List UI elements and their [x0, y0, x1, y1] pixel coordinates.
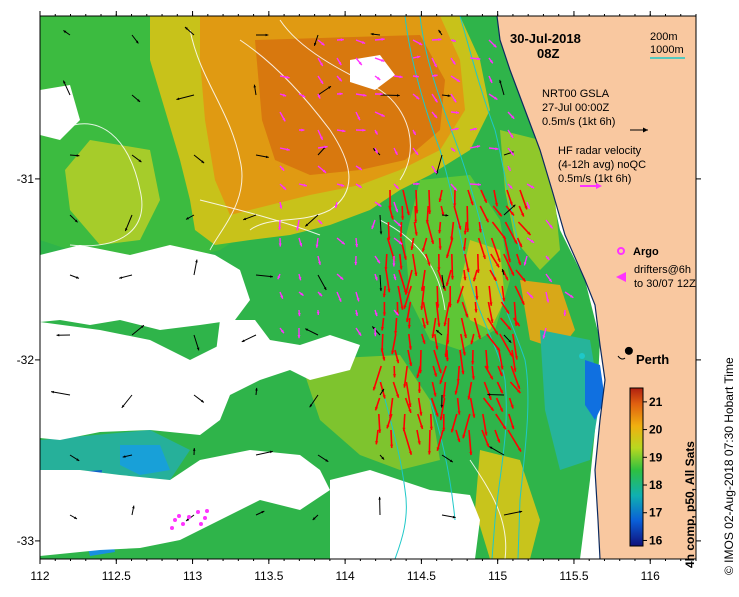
- colorbar-tick-label: 21: [649, 395, 663, 409]
- x-tick-label: 115.5: [559, 569, 588, 583]
- radar-vector: [452, 254, 453, 279]
- gsla-scale: 0.5m/s (1kt 6h): [542, 116, 615, 128]
- drifters-legend-line2: to 30/07 12Z: [634, 278, 696, 290]
- radar-vector: [416, 190, 417, 213]
- y-tick-label: -31: [17, 172, 35, 186]
- colorbar-tick-label: 20: [649, 423, 663, 437]
- drifters-legend-line1: drifters@6h: [634, 264, 691, 276]
- radar-vector: [420, 350, 421, 373]
- x-tick-label: 113.5: [254, 569, 283, 583]
- depth-legend-200m: 200m: [650, 31, 678, 43]
- perth-marker: [625, 347, 633, 355]
- colorbar: [630, 388, 643, 546]
- x-tick-label: 114: [336, 569, 355, 583]
- y-tick-label: -32: [17, 353, 35, 367]
- x-tick-label: 113: [183, 569, 202, 583]
- map-title-date: 30-Jul-2018: [510, 31, 581, 46]
- x-tick-label: 114.5: [407, 569, 436, 583]
- colorbar-tick-label: 17: [649, 506, 663, 520]
- colorbar-tick-label: 18: [649, 478, 663, 492]
- hf-radar-scale: 0.5m/s (1kt 6h): [558, 173, 631, 185]
- radar-vector: [429, 430, 430, 454]
- x-tick-label: 116: [641, 569, 660, 583]
- colorbar-tick-label: 16: [649, 533, 663, 547]
- map-title-time: 08Z: [537, 46, 559, 61]
- gsla-date: 27-Jul 00:00Z: [542, 102, 610, 114]
- hf-radar-subtitle: (4-12h avg) noQC: [558, 159, 646, 171]
- x-tick-label: 115: [488, 569, 507, 583]
- argo-legend-label: Argo: [633, 246, 659, 258]
- perth-label: Perth: [636, 352, 669, 367]
- colorbar-tick-label: 19: [649, 450, 663, 464]
- hf-radar-title: HF radar velocity: [558, 145, 642, 157]
- radar-vector: [429, 190, 430, 214]
- x-tick-label: 112.5: [102, 569, 131, 583]
- credit-line: © IMOS 02-Aug-2018 07:30 Hobart Time: [722, 357, 736, 575]
- colorbar-title: 4h comp, p50, All Sats: [683, 441, 697, 568]
- x-tick-label: 112: [30, 569, 49, 583]
- depth-legend-1000m: 1000m: [650, 44, 684, 56]
- gsla-name: NRT00 GSLA: [542, 88, 610, 100]
- radar-vector: [467, 206, 468, 232]
- y-tick-label: -33: [17, 534, 35, 548]
